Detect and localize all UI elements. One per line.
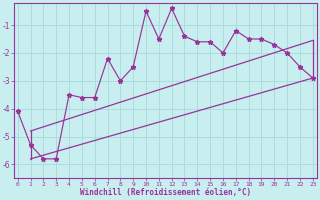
X-axis label: Windchill (Refroidissement éolien,°C): Windchill (Refroidissement éolien,°C) xyxy=(80,188,251,197)
